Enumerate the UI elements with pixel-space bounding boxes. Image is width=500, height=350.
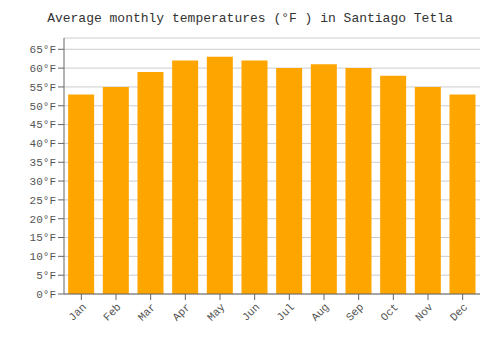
svg-text:30°F: 30°F xyxy=(30,176,56,188)
svg-text:Aug: Aug xyxy=(309,301,331,323)
svg-text:35°F: 35°F xyxy=(30,157,56,169)
svg-text:20°F: 20°F xyxy=(30,214,56,226)
svg-text:10°F: 10°F xyxy=(30,251,56,263)
svg-text:0°F: 0°F xyxy=(36,289,56,301)
html-text:Average monthly temperatures (: Average monthly temperatures (°F ) in Sa… xyxy=(47,11,453,26)
svg-text:65°F: 65°F xyxy=(30,44,56,56)
svg-text:Mar: Mar xyxy=(136,301,158,323)
svg-text:Nov: Nov xyxy=(413,301,436,324)
svg-text:Sep: Sep xyxy=(344,301,366,323)
svg-text:55°F: 55°F xyxy=(30,82,56,94)
svg-text:40°F: 40°F xyxy=(30,138,56,150)
svg-text:5°F: 5°F xyxy=(36,270,56,282)
svg-text:May: May xyxy=(205,301,228,324)
svg-text:Jan: Jan xyxy=(66,301,88,323)
svg-text:15°F: 15°F xyxy=(30,232,56,244)
svg-text:Feb: Feb xyxy=(101,301,123,323)
svg-text:25°F: 25°F xyxy=(30,195,56,207)
svg-text:50°F: 50°F xyxy=(30,101,56,113)
svg-text:Dec: Dec xyxy=(448,301,470,323)
svg-text:Jun: Jun xyxy=(240,301,262,323)
svg-text:Jul: Jul xyxy=(274,301,296,323)
svg-text:Apr: Apr xyxy=(170,301,192,323)
svg-text:60°F: 60°F xyxy=(30,63,56,75)
svg-text:Oct: Oct xyxy=(378,301,400,323)
svg-text:45°F: 45°F xyxy=(30,119,56,131)
